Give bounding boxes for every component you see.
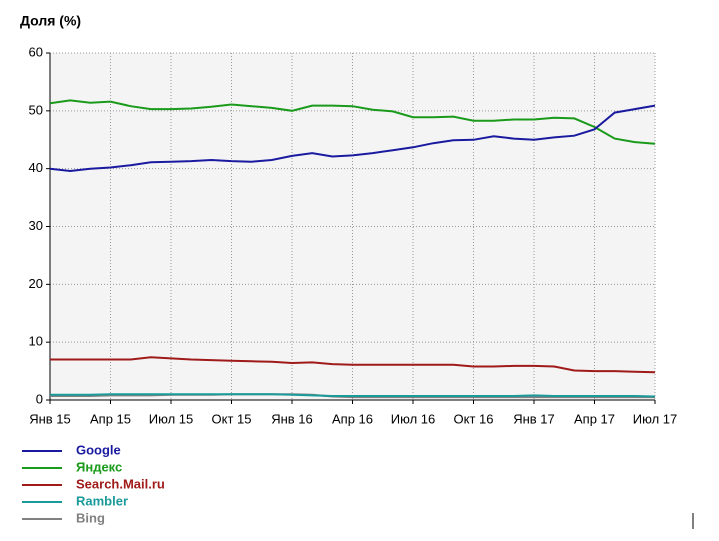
y-tick-label: 60	[29, 44, 43, 59]
x-tick-label: Апр 16	[332, 411, 373, 426]
series-line	[49, 99, 656, 145]
y-tick-label: 0	[36, 391, 43, 406]
x-tick-label: Апр 17	[574, 411, 615, 426]
y-tick-label: 40	[29, 160, 43, 175]
x-tick-label: Окт 15	[212, 411, 252, 426]
y-tick-label: 10	[29, 334, 43, 349]
series-line	[50, 393, 655, 399]
x-tick-label: Янв 17	[513, 411, 555, 426]
x-tick-label: Июл 15	[149, 411, 193, 426]
series-line	[50, 393, 656, 398]
chart-title: Доля (%)	[20, 13, 81, 29]
x-tick-label: Янв 16	[271, 411, 313, 426]
series-line	[50, 356, 656, 374]
legend-label: Bing	[76, 510, 105, 525]
y-tick-label: 20	[29, 276, 43, 291]
legend-label: Rambler	[76, 493, 128, 508]
legend-label: Search.Mail.ru	[76, 476, 165, 491]
x-tick-label: Янв 15	[29, 411, 71, 426]
series-line	[49, 104, 656, 173]
y-tick-label: 50	[29, 102, 43, 117]
x-tick-label: Июл 17	[633, 411, 677, 426]
x-tick-label: Окт 16	[454, 411, 494, 426]
legend-label: Яндекс	[76, 459, 122, 474]
y-tick-label: 30	[29, 218, 43, 233]
x-tick-label: Апр 15	[90, 411, 131, 426]
legend-label: Google	[76, 442, 121, 457]
x-tick-label: Июл 16	[391, 411, 435, 426]
